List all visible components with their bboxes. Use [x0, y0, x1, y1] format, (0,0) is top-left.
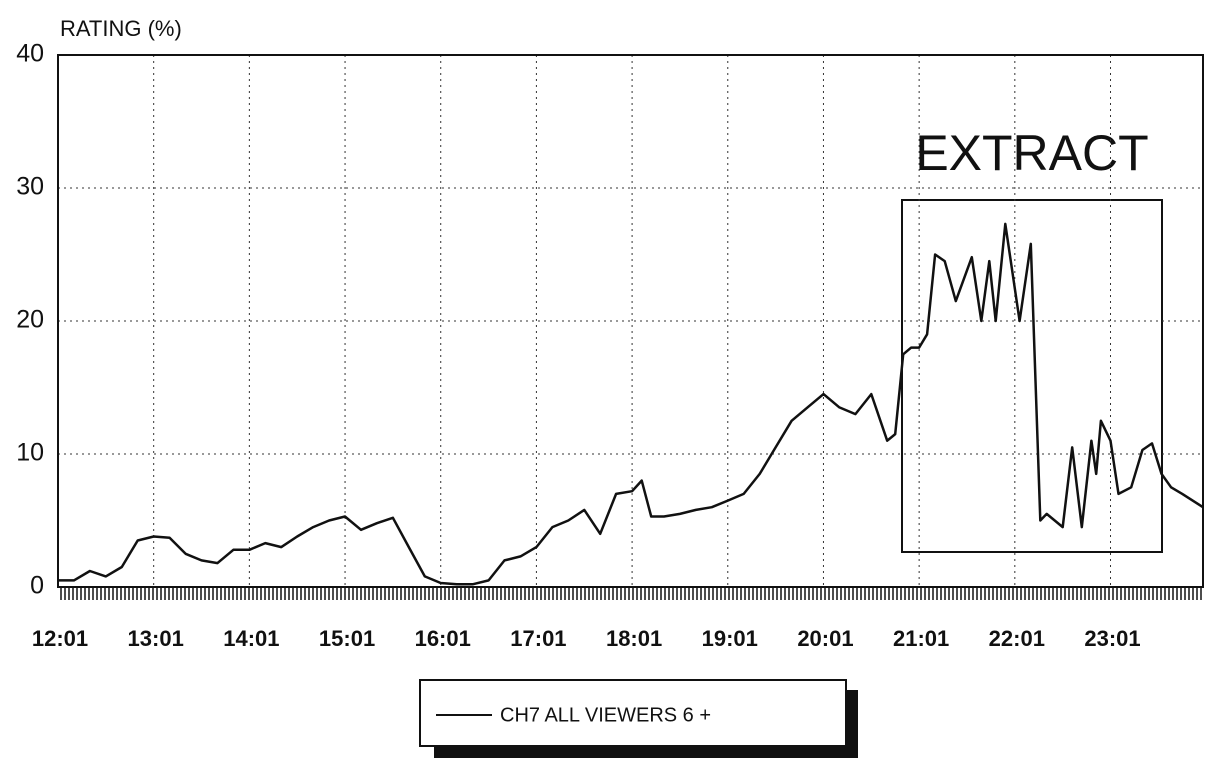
plot-frame	[57, 54, 1204, 588]
y-axis-label: RATING (%)	[60, 16, 182, 41]
x-tick-label: 17:01	[510, 626, 566, 651]
x-tick-label: 23:01	[1084, 626, 1140, 651]
annotation: EXTRACT	[915, 125, 1148, 181]
x-tick-label: 16:01	[415, 626, 471, 651]
legend	[419, 679, 847, 747]
y-tick-label: 40	[16, 40, 44, 68]
x-tick-label: 15:01	[319, 626, 375, 651]
line	[58, 222, 1204, 586]
x-tick-label: 21:01	[893, 626, 949, 651]
x-tick-label: 14:01	[223, 626, 279, 651]
x-tick-label: 12:01	[32, 626, 88, 651]
x-tick-label: 22:01	[989, 626, 1045, 651]
x-tick-label: 19:01	[702, 626, 758, 651]
x-tick-label: 13:01	[128, 626, 184, 651]
legend-label: CH7 ALL VIEWERS 6 +	[500, 704, 711, 726]
y-tick-label: 10	[16, 439, 44, 467]
minor-ticks	[58, 588, 1203, 600]
y-tick-label: 0	[30, 572, 44, 600]
x-tick-label: 20:01	[797, 626, 853, 651]
x-tick-label: 18:01	[606, 626, 662, 651]
y-tick-label: 30	[16, 173, 44, 201]
y-tick-label: 20	[16, 306, 44, 334]
